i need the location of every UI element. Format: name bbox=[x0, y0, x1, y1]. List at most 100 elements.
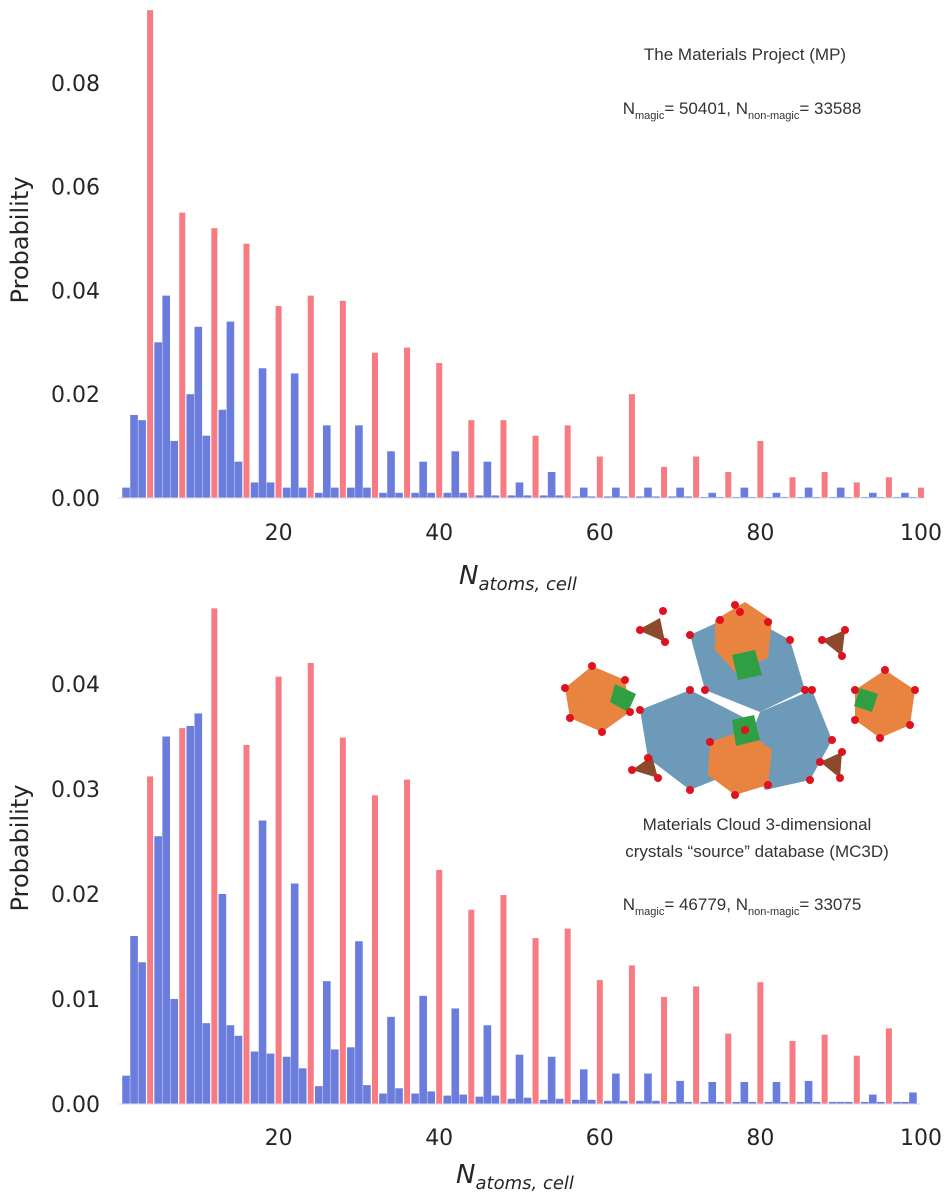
magic-bar bbox=[757, 440, 764, 498]
magic-bar bbox=[468, 909, 475, 1104]
non-magic-bar bbox=[668, 1101, 676, 1104]
non-magic-bar bbox=[860, 1101, 869, 1104]
non-magic-bar bbox=[234, 1035, 243, 1104]
non-magic-bar bbox=[877, 496, 885, 498]
non-magic-bar bbox=[298, 487, 307, 498]
non-magic-bar bbox=[282, 487, 291, 498]
magic-bar bbox=[211, 608, 218, 1104]
x-tick-label: 40 bbox=[425, 1126, 453, 1151]
non-magic-bar bbox=[314, 492, 323, 498]
magic-bar bbox=[885, 477, 892, 498]
non-magic-bar bbox=[266, 1053, 275, 1104]
non-magic-bar bbox=[869, 492, 877, 498]
magic-bar bbox=[307, 295, 314, 498]
non-magic-bar bbox=[844, 1101, 853, 1104]
magic-bar bbox=[211, 228, 218, 498]
non-magic-bar bbox=[138, 962, 146, 1104]
x-tick-label: 80 bbox=[746, 521, 774, 546]
x-tick-labels: 20 40 60 80 100 bbox=[265, 521, 942, 546]
non-magic-bar bbox=[587, 1099, 596, 1104]
non-magic-bar bbox=[282, 1056, 291, 1104]
non-magic-bar bbox=[122, 1075, 130, 1104]
non-magic-bar bbox=[507, 1098, 516, 1104]
non-magic-bar bbox=[363, 1085, 371, 1104]
x-axis-label: Natoms, cell bbox=[456, 1160, 574, 1193]
non-magic-bar bbox=[475, 1096, 484, 1104]
non-magic-bar bbox=[909, 1092, 917, 1104]
magic-bar bbox=[789, 477, 796, 498]
non-magic-bar bbox=[387, 451, 395, 498]
magic-bar bbox=[275, 305, 282, 498]
magic-bar bbox=[821, 472, 828, 498]
x-axis-label: Natoms, cell bbox=[459, 561, 577, 595]
non-magic-bar bbox=[427, 492, 435, 498]
non-magic-bar bbox=[130, 414, 138, 498]
non-magic-bar bbox=[901, 492, 909, 498]
y-tick-label: 0.08 bbox=[51, 72, 100, 97]
non-magic-bar bbox=[893, 496, 901, 498]
x-tick-labels: 20 40 60 80 100 bbox=[265, 1126, 942, 1151]
non-magic-bar bbox=[443, 1095, 452, 1104]
y-tick-labels: 0.00 0.02 0.04 0.06 0.08 bbox=[51, 72, 100, 512]
non-magic-bar bbox=[395, 492, 403, 498]
y-tick-label: 0.02 bbox=[51, 883, 100, 908]
non-magic-bar bbox=[901, 1101, 909, 1104]
non-magic-bar bbox=[290, 373, 299, 498]
magic-bar bbox=[500, 420, 507, 498]
y-tick-label: 0.00 bbox=[51, 1093, 100, 1118]
non-magic-bar bbox=[547, 1056, 556, 1104]
non-magic-bar bbox=[331, 487, 339, 498]
non-magic-bar bbox=[644, 487, 652, 498]
non-magic-bar bbox=[804, 487, 813, 498]
y-tick-label: 0.02 bbox=[51, 383, 100, 408]
non-magic-bar bbox=[877, 1101, 885, 1104]
non-magic-bar bbox=[620, 1100, 628, 1104]
non-magic-bar bbox=[587, 496, 596, 498]
non-magic-bar bbox=[483, 1025, 492, 1104]
non-magic-bar bbox=[652, 1100, 660, 1104]
non-magic-bar bbox=[700, 496, 709, 498]
non-magic-bar bbox=[909, 496, 917, 498]
non-magic-bar bbox=[636, 496, 644, 498]
non-magic-bar bbox=[379, 1093, 387, 1104]
non-magic-bar bbox=[419, 995, 427, 1104]
magic-bar bbox=[725, 472, 732, 498]
non-magic-bar bbox=[355, 425, 363, 498]
non-magic-bar bbox=[764, 1101, 773, 1104]
panel-materials-project: 0.00 0.02 0.04 0.06 0.08 20 40 60 80 100 Probabi… bbox=[6, 10, 942, 595]
non-magic-bar bbox=[186, 394, 195, 498]
y-tick-label: 0.04 bbox=[51, 673, 100, 698]
non-magic-bar bbox=[708, 492, 717, 498]
non-magic-bar bbox=[347, 487, 355, 498]
non-magic-bar bbox=[812, 1101, 821, 1104]
non-magic-bar bbox=[668, 496, 676, 498]
non-magic-bar bbox=[194, 713, 203, 1104]
magic-bar bbox=[885, 1028, 892, 1104]
non-magic-bar bbox=[571, 1099, 580, 1104]
non-magic-bar bbox=[298, 1068, 307, 1104]
non-magic-bar bbox=[636, 1100, 644, 1104]
chart-title-line-2: crystals “source” database (MC3D) bbox=[625, 842, 889, 861]
magic-bar bbox=[468, 420, 475, 498]
magic-bar bbox=[853, 1055, 860, 1104]
x-tick-label: 100 bbox=[900, 1126, 942, 1151]
non-magic-bar bbox=[740, 1081, 749, 1104]
non-magic-bar bbox=[652, 496, 660, 498]
magic-bar bbox=[371, 352, 378, 498]
magic-bar bbox=[147, 10, 154, 498]
magic-bar bbox=[821, 1034, 828, 1104]
magic-bar bbox=[147, 776, 154, 1104]
magic-bar bbox=[628, 394, 635, 498]
non-magic-bar bbox=[355, 941, 363, 1104]
non-magic-bar bbox=[604, 496, 612, 498]
non-magic-bar bbox=[515, 482, 524, 498]
non-magic-bar bbox=[250, 1051, 259, 1104]
x-tick-label: 60 bbox=[586, 1126, 614, 1151]
non-magic-bar bbox=[162, 295, 170, 498]
non-magic-bar bbox=[523, 1097, 532, 1104]
non-magic-bar bbox=[740, 487, 749, 498]
non-magic-bar bbox=[234, 461, 243, 498]
non-magic-bar bbox=[411, 492, 419, 498]
non-magic-bar bbox=[612, 487, 620, 498]
